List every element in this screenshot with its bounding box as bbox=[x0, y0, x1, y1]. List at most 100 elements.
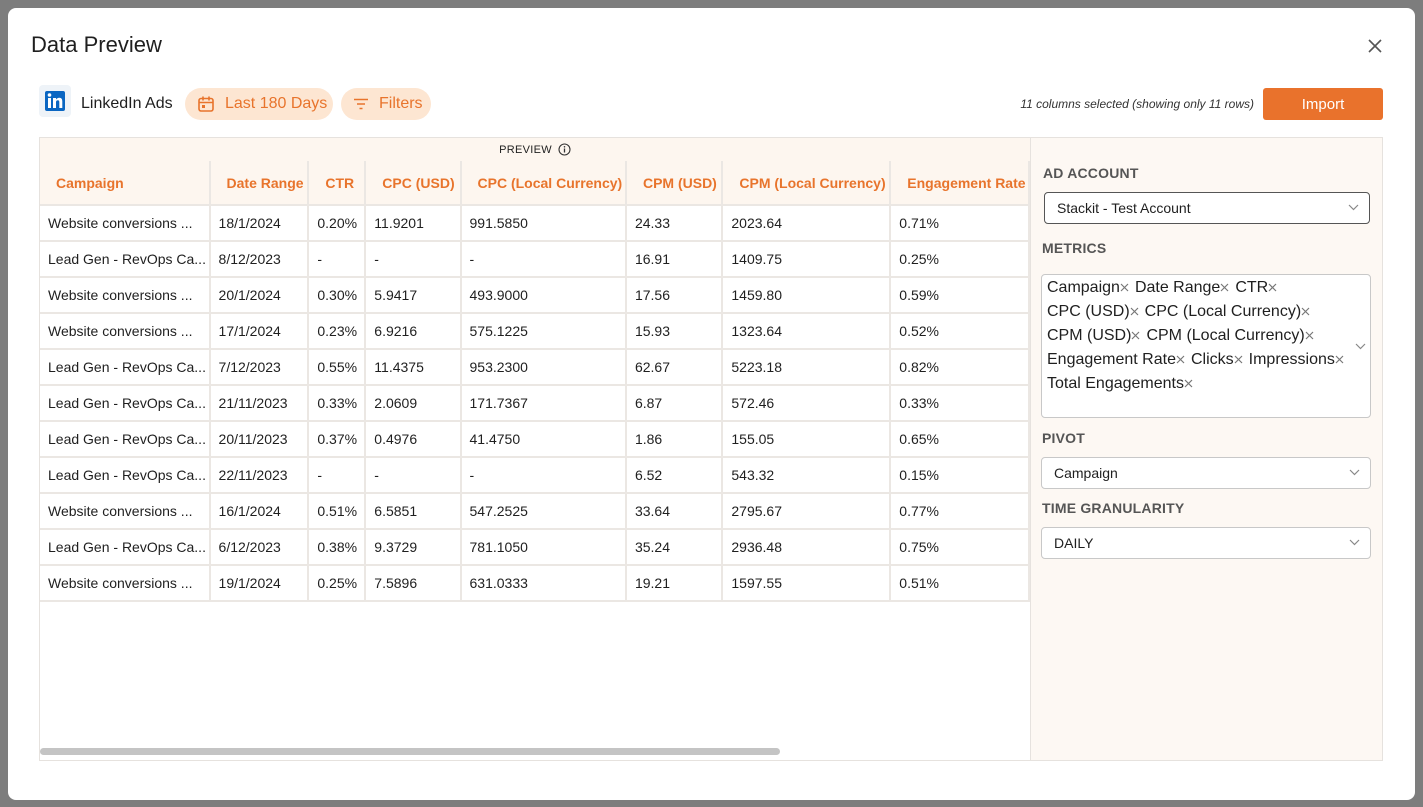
ad-account-value: Stackit - Test Account bbox=[1057, 200, 1191, 216]
pivot-select[interactable]: Campaign bbox=[1041, 457, 1371, 489]
chip-remove[interactable] bbox=[1220, 283, 1229, 292]
preview-panel: PREVIEW Campaign Date Range CTR CPC (USD) CP… bbox=[39, 137, 1031, 761]
info-icon[interactable] bbox=[558, 143, 571, 156]
table-cell: 15.93 bbox=[625, 313, 724, 350]
chip-label: Impressions bbox=[1248, 351, 1335, 368]
table-cell: - bbox=[308, 241, 367, 278]
table-cell: 20/1/2024 bbox=[209, 277, 310, 314]
date-range-label: Last 180 Days bbox=[225, 95, 328, 112]
table-cell: 0.37% bbox=[308, 421, 367, 458]
table-cell: 19/1/2024 bbox=[209, 565, 310, 602]
table-cell: 572.46 bbox=[722, 385, 892, 422]
table-cell: 5.9417 bbox=[365, 277, 462, 314]
table-cell: 1459.80 bbox=[722, 277, 892, 314]
column-header[interactable]: CPM (USD) bbox=[625, 161, 724, 206]
table-cell: 0.23% bbox=[308, 313, 367, 350]
table-cell: 1597.55 bbox=[722, 565, 892, 602]
date-range-button[interactable]: Last 180 Days bbox=[185, 88, 333, 120]
chip-label: CPC (Local Currency) bbox=[1144, 303, 1302, 320]
table-cell: Lead Gen - RevOps Ca... bbox=[40, 241, 211, 278]
chip-label: Date Range bbox=[1134, 279, 1221, 296]
metrics-select[interactable]: Campaign Date Range CTR CPC (USD) CPC (Local… bbox=[1041, 274, 1371, 418]
table-cell: 0.38% bbox=[308, 529, 367, 566]
table-cell: 17.56 bbox=[625, 277, 724, 314]
caption-text: PREVIEW bbox=[499, 143, 552, 156]
import-button[interactable]: Import bbox=[1263, 88, 1383, 120]
table-cell: Lead Gen - RevOps Ca... bbox=[40, 385, 211, 422]
table-cell: 0.25% bbox=[308, 565, 367, 602]
table-cell: Lead Gen - RevOps Ca... bbox=[40, 349, 211, 386]
table-cell: 33.64 bbox=[625, 493, 724, 530]
table-cell: 953.2300 bbox=[460, 349, 627, 386]
chip-remove[interactable] bbox=[1130, 307, 1139, 316]
table-cell: 0.65% bbox=[890, 421, 1030, 458]
table-cell: 781.1050 bbox=[460, 529, 627, 566]
table-cell: 35.24 bbox=[625, 529, 724, 566]
table-cell: 22/11/2023 bbox=[209, 457, 310, 494]
table-row: Lead Gen - RevOps Ca... 8/12/2023- - -16.91… bbox=[40, 241, 1030, 278]
table-cell: 0.51% bbox=[308, 493, 367, 530]
metric-chip: CPC (USD) bbox=[1047, 303, 1139, 321]
chip-remove[interactable] bbox=[1176, 355, 1185, 364]
chip-remove[interactable] bbox=[1305, 331, 1314, 340]
settings-panel: AD ACCOUNT Stackit - Test Account METRIC… bbox=[1031, 137, 1383, 761]
table-cell: 5223.18 bbox=[722, 349, 892, 386]
table-cell: 19.21 bbox=[625, 565, 724, 602]
chip-remove[interactable] bbox=[1131, 331, 1140, 340]
table-cell: 0.71% bbox=[890, 205, 1030, 242]
table-cell: 0.15% bbox=[890, 457, 1030, 494]
table-cell: 0.59% bbox=[890, 277, 1030, 314]
chip-remove[interactable] bbox=[1301, 307, 1310, 316]
table-cell: 1.86 bbox=[625, 421, 724, 458]
chip-remove[interactable] bbox=[1184, 379, 1193, 388]
table-row: Website conversions ... 18/1/2024 0.20% 11.… bbox=[40, 205, 1030, 242]
table-cell: 0.77% bbox=[890, 493, 1030, 530]
metric-chip: Clicks bbox=[1191, 351, 1243, 369]
column-header[interactable]: CTR bbox=[308, 161, 367, 206]
table-cell: 0.52% bbox=[890, 313, 1030, 350]
table-cell: 0.25% bbox=[890, 241, 1030, 278]
table-cell: 11.4375 bbox=[365, 349, 462, 386]
table-row: Website conversions ... 19/1/2024 0.25% 7.5… bbox=[40, 565, 1030, 602]
table-cell: 7/12/2023 bbox=[209, 349, 310, 386]
table-cell: Lead Gen - RevOps Ca... bbox=[40, 421, 211, 458]
table-cell: 0.82% bbox=[890, 349, 1030, 386]
table-cell: 0.20% bbox=[308, 205, 367, 242]
table-cell: 16/1/2024 bbox=[209, 493, 310, 530]
table-cell: 493.9000 bbox=[460, 277, 627, 314]
table-cell: 1323.64 bbox=[722, 313, 892, 350]
column-header[interactable]: CPM (Local Currency) bbox=[722, 161, 892, 206]
table-cell: Lead Gen - RevOps Ca... bbox=[40, 457, 211, 494]
table-cell: Website conversions ... bbox=[40, 493, 211, 530]
chip-remove[interactable] bbox=[1335, 355, 1344, 364]
table-cell: 9.3729 bbox=[365, 529, 462, 566]
table-cell: Website conversions ... bbox=[40, 313, 211, 350]
ad-account-select[interactable]: Stackit - Test Account bbox=[1044, 192, 1370, 224]
table-cell: 0.4976 bbox=[365, 421, 462, 458]
table-cell: 0.75% bbox=[890, 529, 1030, 566]
table-cell: 6.52 bbox=[625, 457, 724, 494]
status-text: 11 columns selected (showing only 11 row… bbox=[1020, 97, 1254, 111]
column-header[interactable]: Engagement Rate bbox=[890, 161, 1030, 206]
metric-chip: Total Engagements bbox=[1047, 375, 1193, 393]
close-button[interactable] bbox=[1368, 39, 1382, 53]
column-header[interactable]: Date Range bbox=[209, 161, 310, 206]
table-cell: Website conversions ... bbox=[40, 205, 211, 242]
linkedin-icon bbox=[39, 85, 71, 117]
table-cell: 0.33% bbox=[308, 385, 367, 422]
chip-label: CTR bbox=[1235, 279, 1269, 296]
chip-remove[interactable] bbox=[1268, 283, 1277, 292]
table-cell: 2023.64 bbox=[722, 205, 892, 242]
filters-button[interactable]: Filters bbox=[341, 88, 431, 120]
column-header[interactable]: CPC (Local Currency) bbox=[460, 161, 627, 206]
time-granularity-select[interactable]: DAILY bbox=[1041, 527, 1371, 559]
table-cell: 6/12/2023 bbox=[209, 529, 310, 566]
table-cell: 171.7367 bbox=[460, 385, 627, 422]
metric-chip: Impressions bbox=[1249, 351, 1344, 369]
column-header[interactable]: CPC (USD) bbox=[365, 161, 462, 206]
scrollbar[interactable] bbox=[40, 748, 780, 755]
chip-remove[interactable] bbox=[1234, 355, 1243, 364]
column-header[interactable]: Campaign bbox=[40, 161, 211, 206]
table-cell: Website conversions ... bbox=[40, 565, 211, 602]
chip-remove[interactable] bbox=[1120, 283, 1129, 292]
